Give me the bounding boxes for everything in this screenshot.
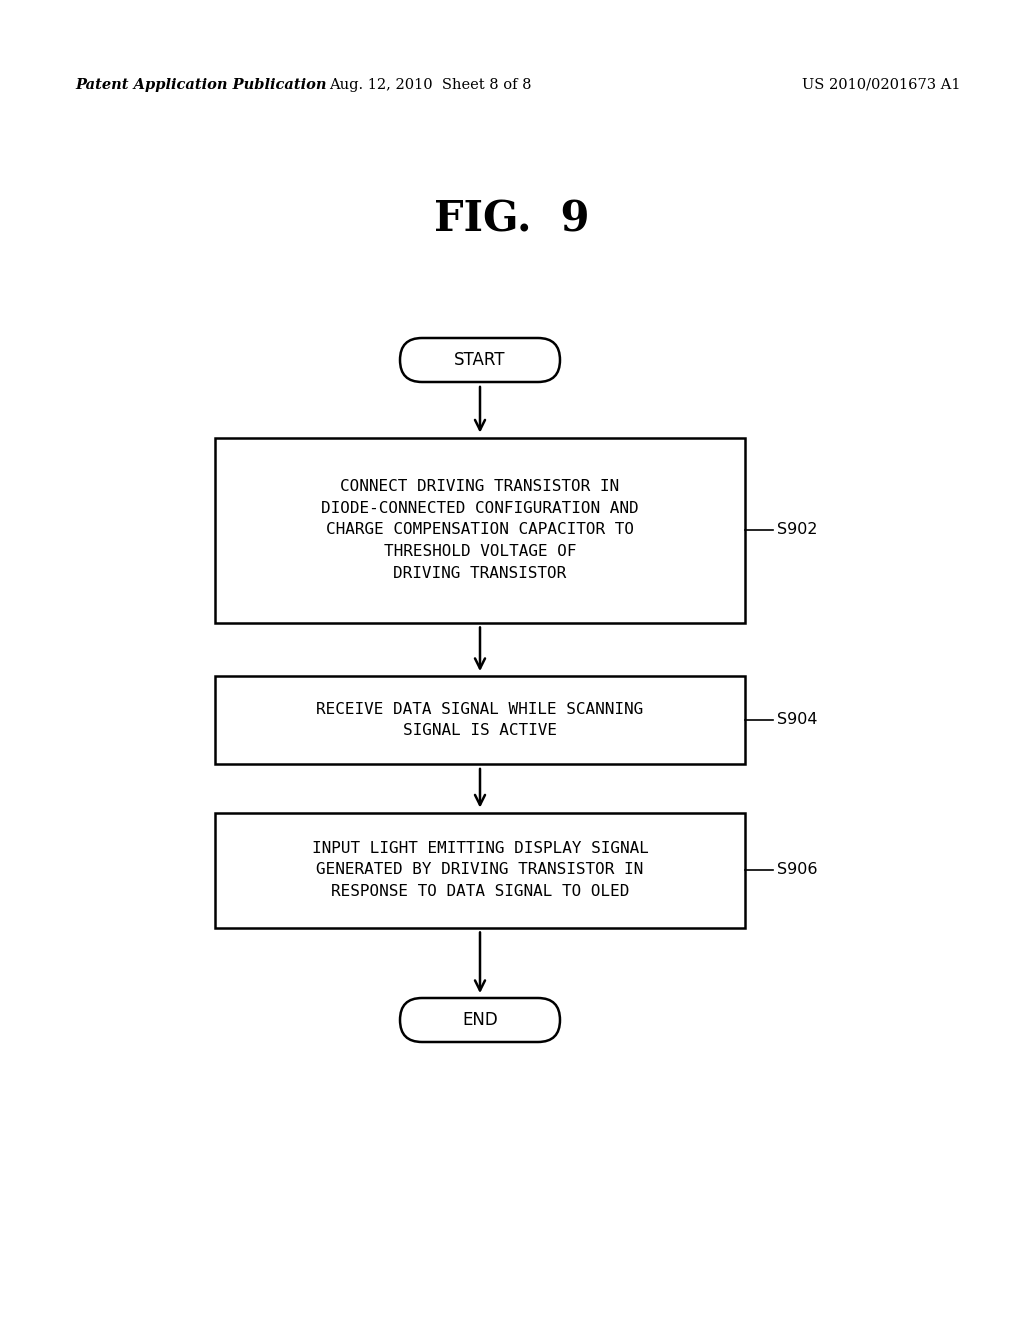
Text: Patent Application Publication: Patent Application Publication	[75, 78, 327, 92]
Text: CONNECT DRIVING TRANSISTOR IN
DIODE-CONNECTED CONFIGURATION AND
CHARGE COMPENSAT: CONNECT DRIVING TRANSISTOR IN DIODE-CONN…	[322, 479, 639, 581]
Text: FIG.  9: FIG. 9	[434, 199, 590, 242]
Bar	[215, 813, 745, 928]
Text: Aug. 12, 2010  Sheet 8 of 8: Aug. 12, 2010 Sheet 8 of 8	[329, 78, 531, 92]
Text: S904: S904	[777, 713, 817, 727]
Bar	[215, 676, 745, 764]
Text: START: START	[455, 351, 506, 370]
Text: S906: S906	[777, 862, 817, 878]
Text: INPUT LIGHT EMITTING DISPLAY SIGNAL
GENERATED BY DRIVING TRANSISTOR IN
RESPONSE : INPUT LIGHT EMITTING DISPLAY SIGNAL GENE…	[311, 841, 648, 899]
Bar	[215, 437, 745, 623]
Text: END: END	[462, 1011, 498, 1030]
Text: US 2010/0201673 A1: US 2010/0201673 A1	[802, 78, 961, 92]
FancyBboxPatch shape	[400, 338, 560, 381]
Text: RECEIVE DATA SIGNAL WHILE SCANNING
SIGNAL IS ACTIVE: RECEIVE DATA SIGNAL WHILE SCANNING SIGNA…	[316, 702, 644, 738]
Text: S902: S902	[777, 523, 817, 537]
FancyBboxPatch shape	[400, 998, 560, 1041]
